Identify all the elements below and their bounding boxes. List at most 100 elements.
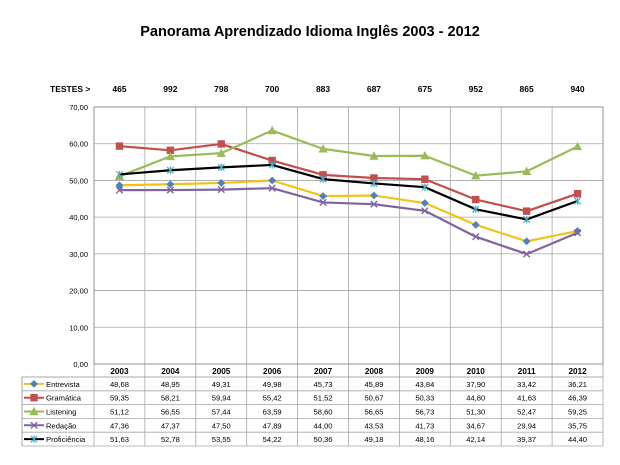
- data-point-redacao-2010: [472, 233, 480, 241]
- series-listening: [114, 125, 583, 181]
- data-label: 47,36: [110, 421, 129, 430]
- x-tick-label: 2011: [518, 367, 536, 376]
- data-point-gramatica-2005: [217, 140, 225, 148]
- data-point-gramatica-2003: [115, 142, 124, 150]
- data-label: 58,60: [314, 408, 333, 417]
- data-label: 56,65: [364, 408, 383, 417]
- data-label: 44,00: [314, 421, 333, 430]
- legend-key-marker: [30, 435, 38, 443]
- data-label: 33,42: [517, 380, 536, 389]
- y-tick-label: 10,00: [69, 323, 88, 332]
- marker-stroke: [370, 200, 378, 208]
- tests-count-2012: 940: [570, 84, 584, 94]
- y-tick-label: 70,00: [69, 103, 88, 112]
- series-proficiencia: [115, 161, 582, 224]
- data-point-entrevista-2004: [166, 180, 175, 189]
- data-label: 44,80: [466, 394, 485, 403]
- data-label: 48,95: [161, 380, 180, 389]
- legend-key-marker: [30, 421, 38, 429]
- data-point-listening-2008: [369, 151, 379, 160]
- data-label: 47,50: [212, 421, 231, 430]
- x-tick-label: 2004: [161, 367, 180, 376]
- data-label: 54,22: [263, 435, 282, 444]
- legend-key-marker: [30, 379, 38, 388]
- data-label: 49,18: [364, 435, 383, 444]
- data-point-listening-2009: [420, 150, 430, 160]
- data-point-entrevista-2003: [115, 181, 124, 190]
- data-point-listening-2007: [318, 144, 328, 153]
- data-label: 51,52: [314, 394, 333, 403]
- data-point-redacao-2007: [319, 198, 327, 207]
- data-label: 48,68: [110, 380, 129, 389]
- series-entrevista: [115, 176, 582, 246]
- y-tick-label: 60,00: [69, 140, 88, 149]
- marker-stroke: [166, 186, 175, 194]
- x-tick-label: 2008: [365, 367, 384, 376]
- data-label: 47,89: [263, 421, 282, 430]
- tests-count-2006: 700: [265, 84, 279, 94]
- series-line-proficiencia: [119, 163, 578, 221]
- data-point-gramatica-2012: [573, 189, 582, 198]
- data-point-proficiencia-2005: [217, 163, 225, 172]
- data-label: 43,53: [364, 421, 383, 430]
- data-label: 36,21: [568, 380, 587, 389]
- marker-stroke: [472, 233, 480, 241]
- data-point-listening-2011: [522, 166, 532, 176]
- data-point-redacao-2003: [115, 186, 124, 194]
- data-label: 46,39: [568, 394, 587, 403]
- marker-stroke: [217, 185, 225, 194]
- data-label: 42,14: [466, 435, 485, 444]
- x-tick-label: 2006: [263, 367, 282, 376]
- legend-key-marker: [30, 394, 38, 402]
- tests-count-2004: 992: [163, 84, 177, 94]
- legend-label: Proficiência: [46, 435, 86, 444]
- data-point-redacao-2009: [421, 207, 429, 215]
- data-point-proficiencia-2008: [370, 179, 378, 188]
- data-label: 43,84: [415, 380, 434, 389]
- y-tick-label: 20,00: [69, 287, 88, 296]
- tests-count-2011: 865: [520, 84, 534, 94]
- tests-count-2009: 675: [418, 84, 432, 94]
- marker-stroke: [115, 186, 124, 194]
- tests-label: TESTES >: [50, 84, 90, 94]
- tests-count-2005: 798: [214, 84, 228, 94]
- plot-border: [93, 106, 604, 365]
- tests-count-2008: 687: [367, 84, 381, 94]
- data-point-listening-2004: [165, 151, 175, 161]
- data-point-proficiencia-2011: [523, 215, 531, 224]
- data-label: 58,21: [161, 394, 180, 403]
- data-label: 56,55: [161, 408, 180, 417]
- data-label: 52,47: [517, 408, 536, 417]
- data-label: 45,89: [364, 380, 383, 389]
- data-point-entrevista-2010: [471, 220, 480, 229]
- tests-count-2003: 465: [112, 84, 126, 94]
- y-tick-label: 30,00: [69, 250, 88, 259]
- data-label: 59,35: [110, 394, 129, 403]
- data-label: 29,94: [517, 421, 536, 430]
- data-label: 59,94: [212, 394, 231, 403]
- x-tick-label: 2005: [212, 367, 231, 376]
- legend-label: Gramática: [46, 394, 82, 403]
- legend-label: Redação: [46, 421, 76, 430]
- data-label: 56,73: [415, 408, 434, 417]
- x-tick-label: 2003: [110, 367, 129, 376]
- data-label: 53,55: [212, 435, 231, 444]
- marker-stroke: [268, 184, 276, 192]
- data-label: 49,98: [263, 380, 282, 389]
- data-label: 41,63: [517, 394, 536, 403]
- data-point-gramatica-2009: [421, 175, 429, 183]
- data-point-gramatica-2011: [522, 207, 531, 215]
- data-label: 51,30: [466, 408, 485, 417]
- data-point-entrevista-2006: [268, 176, 277, 185]
- tests-count-2007: 883: [316, 84, 330, 94]
- legend-key-marker: [29, 406, 39, 416]
- series-line-redacao: [119, 187, 578, 256]
- marker-stroke: [421, 207, 429, 215]
- data-point-entrevista-2007: [319, 192, 327, 201]
- x-tick-label: 2007: [314, 367, 333, 376]
- tests-count-2010: 952: [469, 84, 483, 94]
- y-tick-label: 0,00: [73, 360, 88, 369]
- data-point-redacao-2005: [217, 185, 225, 194]
- data-label: 47,37: [161, 421, 180, 430]
